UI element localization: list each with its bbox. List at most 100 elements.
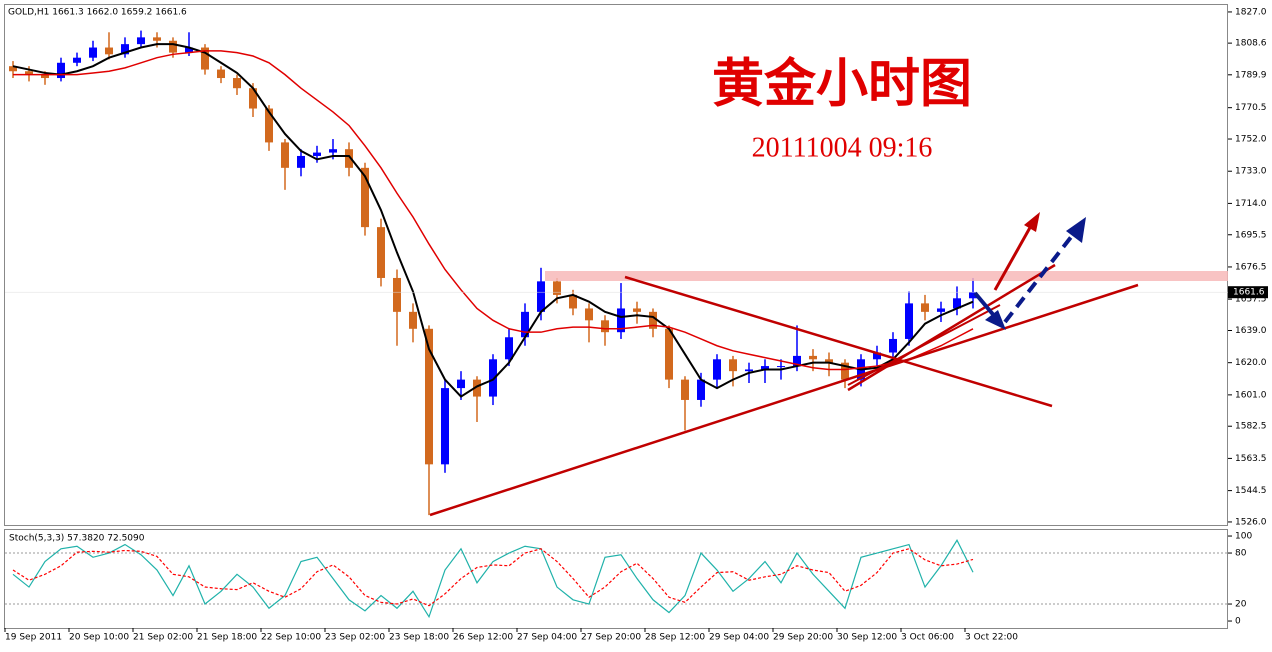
candle-body	[681, 379, 689, 400]
x-tick-label: 27 Sep 04:00	[517, 633, 577, 643]
candle-body	[281, 142, 289, 168]
y-tick-label: 1657.5	[1235, 295, 1267, 305]
y-tick-label: 0	[1235, 617, 1241, 627]
x-tick-label: 23 Sep 02:00	[325, 633, 385, 643]
candle-body	[729, 359, 737, 372]
candle-body	[473, 379, 481, 397]
candle-body	[25, 71, 33, 75]
candle-body	[377, 227, 385, 278]
x-tick-label: 20 Sep 10:00	[69, 633, 129, 643]
trend-line	[624, 275, 1053, 408]
y-tick-label: 1827.0	[1235, 7, 1267, 17]
y-tick-label: 1808.6	[1235, 39, 1267, 49]
x-tick-label: 21 Sep 02:00	[133, 633, 193, 643]
y-tick-label: 1733.0	[1235, 167, 1267, 177]
arrow-head	[985, 310, 1006, 330]
candle-body	[41, 74, 49, 79]
candle-body	[153, 37, 161, 41]
candle-body	[665, 328, 673, 380]
y-tick-label: 1620.0	[1235, 358, 1267, 368]
candle-body	[265, 108, 273, 143]
candle-body	[809, 355, 817, 360]
chart-subtitle: 20111004 09:16	[752, 132, 933, 163]
candle-body	[889, 338, 897, 353]
arrow	[1003, 230, 1077, 324]
candle-body	[409, 311, 417, 329]
candle-body	[873, 352, 881, 360]
moving-average	[13, 50, 974, 371]
trend-line	[847, 263, 1056, 392]
x-tick-label: 22 Sep 10:00	[261, 633, 321, 643]
candle-body	[137, 37, 145, 45]
candle-body	[537, 281, 545, 312]
candle-body	[185, 47, 193, 53]
y-tick-label: 100	[1235, 532, 1252, 542]
trend-line	[847, 304, 1001, 386]
candle-body	[233, 78, 241, 89]
candle-body	[761, 366, 769, 370]
candle-body	[841, 362, 849, 380]
stoch-line	[12, 548, 974, 607]
candle-body	[553, 281, 561, 295]
candle-body	[505, 337, 513, 360]
candle-body	[249, 88, 257, 109]
x-tick-label: 19 Sep 2011	[5, 633, 62, 643]
candle-body	[905, 303, 913, 339]
candle-body	[441, 388, 449, 465]
y-tick-label: 1582.5	[1235, 422, 1267, 432]
candle-body	[73, 57, 81, 63]
y-tick-label: 1526.0	[1235, 517, 1267, 527]
arrow-head	[1066, 217, 1086, 243]
candle-body	[121, 44, 129, 55]
y-tick-label: 20	[1235, 600, 1247, 610]
last-price: 1661.6	[1233, 288, 1265, 298]
stoch-frame	[4, 529, 1228, 629]
y-tick-label: 1544.5	[1235, 486, 1267, 496]
x-tick-label: 26 Sep 12:00	[453, 633, 513, 643]
y-tick-label: 1770.5	[1235, 103, 1267, 113]
chart-title: 黄金小时图	[712, 54, 972, 115]
price-marker	[1228, 286, 1268, 299]
main-frame	[4, 4, 1228, 526]
annotations	[429, 212, 1228, 517]
arrow	[993, 223, 1034, 291]
candle-body	[489, 359, 497, 397]
candle-body	[329, 149, 337, 153]
candle-body	[713, 359, 721, 380]
x-tick-label: 27 Sep 20:00	[581, 633, 641, 643]
candle-body	[9, 66, 17, 72]
y-tick-label: 1563.5	[1235, 454, 1267, 464]
candle-body	[169, 40, 177, 53]
candle-body	[937, 308, 945, 312]
resistance-band	[545, 271, 1228, 281]
candle-body	[793, 355, 801, 367]
x-tick-label: 23 Sep 18:00	[389, 633, 449, 643]
candle-body	[585, 308, 593, 321]
candle-body	[297, 155, 305, 168]
y-tick-label: 1714.0	[1235, 199, 1267, 209]
candle-body	[921, 303, 929, 312]
arrow-head	[1024, 212, 1040, 232]
candle-body	[697, 379, 705, 400]
candle-body	[521, 311, 529, 338]
arrow	[973, 291, 998, 320]
x-tick-label: 29 Sep 04:00	[709, 633, 769, 643]
x-tick-label: 21 Sep 18:00	[197, 633, 257, 643]
y-tick-label: 1601.0	[1235, 390, 1267, 400]
stoch-label: Stoch(5,3,3) 57.3820 72.5090	[9, 534, 145, 544]
candle-body	[825, 359, 833, 363]
candle-body	[201, 47, 209, 70]
candle-body	[745, 369, 753, 372]
y-tick-label: 1695.5	[1235, 230, 1267, 240]
candle-body	[649, 311, 657, 329]
header: GOLD,H1 1661.3 1662.0 1659.2 1661.6	[8, 8, 187, 18]
x-tick-label: 28 Sep 12:00	[645, 633, 705, 643]
candle-body	[361, 167, 369, 228]
candle-body	[617, 308, 625, 333]
y-tick-label: 1752.0	[1235, 135, 1267, 145]
candle-body	[89, 47, 97, 58]
trend-line	[429, 283, 1139, 517]
x-tick-label: 3 Oct 06:00	[901, 633, 954, 643]
